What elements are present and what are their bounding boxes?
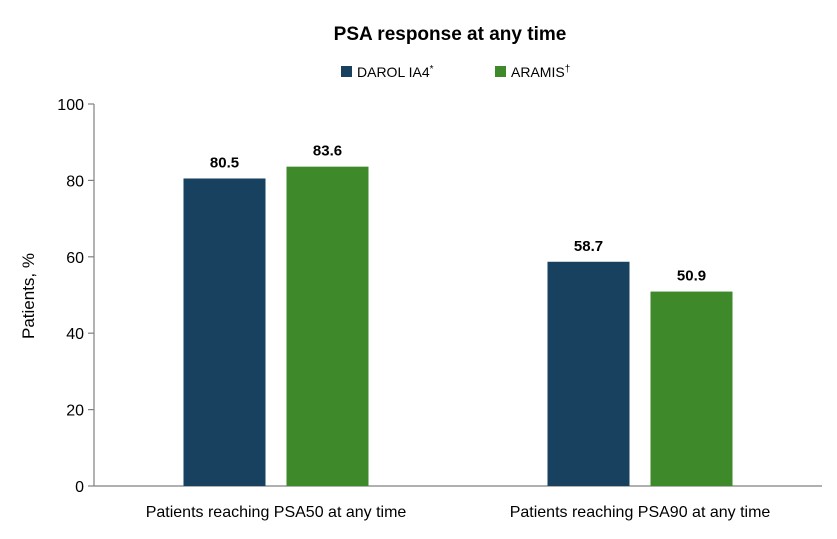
bar-value-label: 58.7 bbox=[574, 238, 603, 255]
bar bbox=[650, 291, 733, 486]
legend-swatch-aramis bbox=[495, 66, 506, 77]
y-tick-label: 80 bbox=[66, 173, 84, 190]
value-labels: 80.5 83.6 58.7 50.9 bbox=[210, 143, 706, 285]
bar bbox=[286, 166, 369, 486]
bar-value-label: 80.5 bbox=[210, 154, 239, 171]
legend-swatch-darol bbox=[341, 66, 352, 77]
bars bbox=[183, 166, 733, 487]
y-tick-label: 40 bbox=[66, 326, 84, 343]
y-tick-label: 20 bbox=[66, 403, 84, 420]
legend-label-aramis: ARAMIS† bbox=[511, 64, 570, 80]
chart-title: PSA response at any time bbox=[334, 24, 567, 45]
bar bbox=[183, 178, 266, 487]
bar bbox=[547, 261, 630, 486]
x-category-label: Patients reaching PSA50 at any time bbox=[146, 504, 407, 521]
bar-value-label: 83.6 bbox=[313, 143, 342, 160]
y-axis-title: Patients, % bbox=[19, 253, 38, 339]
legend: DAROL IA4* ARAMIS† bbox=[341, 64, 570, 80]
y-ticks: 0 20 40 60 80 100 bbox=[57, 97, 94, 496]
x-labels: Patients reaching PSA50 at any time Patie… bbox=[146, 504, 771, 521]
legend-label-darol: DAROL IA4* bbox=[357, 64, 434, 80]
bar-value-label: 50.9 bbox=[677, 268, 706, 285]
x-category-label: Patients reaching PSA90 at any time bbox=[510, 504, 771, 521]
y-tick-label: 0 bbox=[75, 479, 84, 496]
y-tick-label: 60 bbox=[66, 250, 84, 267]
y-tick-label: 100 bbox=[57, 97, 84, 114]
